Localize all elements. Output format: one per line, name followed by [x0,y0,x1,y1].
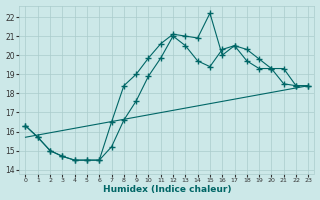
X-axis label: Humidex (Indice chaleur): Humidex (Indice chaleur) [103,185,231,194]
